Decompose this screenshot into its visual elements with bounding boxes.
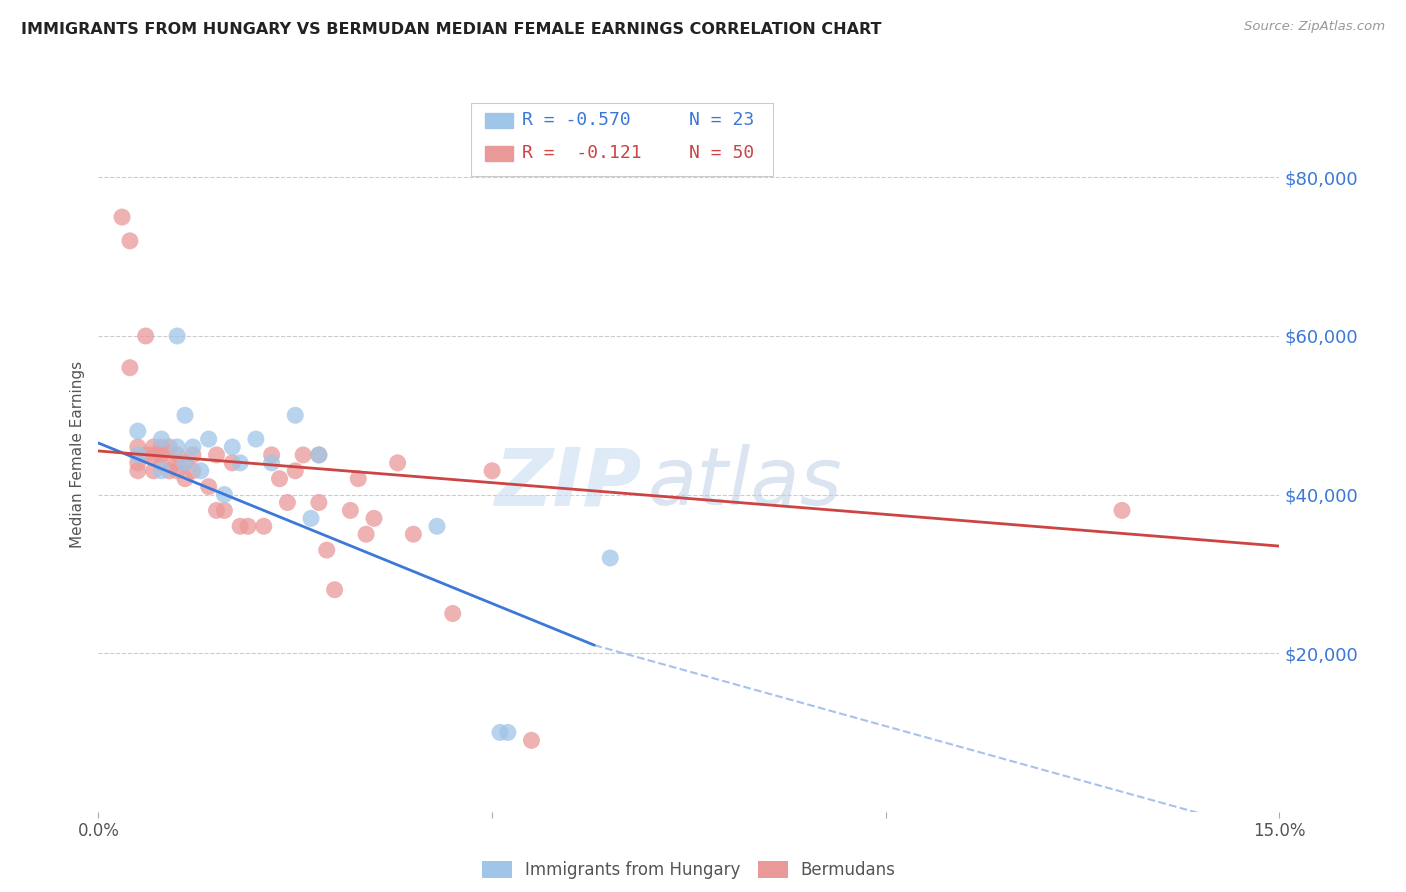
Point: [221, 440, 243, 454]
Point: [354, 527, 377, 541]
Point: [127, 464, 149, 478]
Point: [520, 733, 543, 747]
Point: [214, 487, 236, 501]
Point: [441, 607, 464, 621]
Point: [269, 472, 291, 486]
Point: [166, 464, 188, 478]
Point: [181, 464, 204, 478]
Point: [1111, 503, 1133, 517]
Point: [157, 440, 180, 454]
Point: [426, 519, 449, 533]
Text: N = 50: N = 50: [689, 145, 754, 162]
Point: [214, 503, 236, 517]
Point: [174, 456, 197, 470]
Point: [118, 234, 141, 248]
Point: [315, 543, 337, 558]
Point: [308, 448, 330, 462]
Point: [205, 448, 228, 462]
Point: [253, 519, 276, 533]
Point: [150, 456, 173, 470]
Point: [387, 456, 409, 470]
Point: [157, 464, 180, 478]
Point: [150, 464, 173, 478]
Point: [135, 329, 157, 343]
Point: [496, 725, 519, 739]
Point: [166, 448, 188, 462]
Text: Source: ZipAtlas.com: Source: ZipAtlas.com: [1244, 20, 1385, 33]
Point: [127, 448, 149, 462]
Point: [299, 511, 322, 525]
Point: [174, 409, 197, 423]
Y-axis label: Median Female Earnings: Median Female Earnings: [70, 361, 86, 549]
Text: R = -0.570: R = -0.570: [522, 112, 630, 129]
Point: [166, 456, 188, 470]
Text: R =  -0.121: R = -0.121: [522, 145, 641, 162]
Text: atlas: atlas: [648, 444, 842, 523]
Point: [308, 448, 330, 462]
Point: [166, 440, 188, 454]
Point: [260, 448, 283, 462]
Point: [127, 456, 149, 470]
Point: [174, 456, 197, 470]
Legend: Immigrants from Hungary, Bermudans: Immigrants from Hungary, Bermudans: [475, 854, 903, 886]
Point: [481, 464, 503, 478]
Point: [111, 210, 134, 224]
Point: [323, 582, 346, 597]
Point: [363, 511, 385, 525]
Point: [489, 725, 512, 739]
Point: [260, 456, 283, 470]
Point: [236, 519, 259, 533]
Point: [166, 329, 188, 343]
Point: [190, 464, 212, 478]
Text: N = 23: N = 23: [689, 112, 754, 129]
Point: [229, 519, 252, 533]
Point: [205, 503, 228, 517]
Point: [221, 456, 243, 470]
Text: IMMIGRANTS FROM HUNGARY VS BERMUDAN MEDIAN FEMALE EARNINGS CORRELATION CHART: IMMIGRANTS FROM HUNGARY VS BERMUDAN MEDI…: [21, 22, 882, 37]
Point: [229, 456, 252, 470]
Point: [142, 448, 165, 462]
Point: [142, 440, 165, 454]
Point: [599, 551, 621, 566]
Point: [150, 448, 173, 462]
Point: [118, 360, 141, 375]
Point: [135, 448, 157, 462]
Point: [127, 424, 149, 438]
Point: [308, 495, 330, 509]
Point: [127, 440, 149, 454]
Point: [197, 432, 219, 446]
Point: [174, 472, 197, 486]
Point: [284, 464, 307, 478]
Point: [402, 527, 425, 541]
Point: [292, 448, 315, 462]
Point: [181, 448, 204, 462]
Point: [245, 432, 267, 446]
Text: ZIP: ZIP: [495, 444, 641, 523]
Point: [347, 472, 370, 486]
Point: [276, 495, 298, 509]
Point: [150, 440, 173, 454]
Point: [339, 503, 361, 517]
Point: [142, 464, 165, 478]
Point: [150, 432, 173, 446]
Point: [284, 409, 307, 423]
Point: [197, 480, 219, 494]
Point: [181, 440, 204, 454]
